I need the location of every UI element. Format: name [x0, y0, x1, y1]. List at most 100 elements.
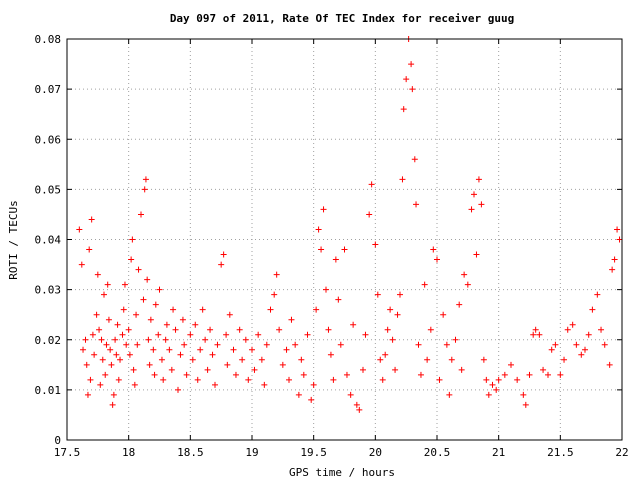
- data-point: [485, 391, 492, 398]
- data-point: [123, 341, 130, 348]
- y-tick-label: 0.05: [35, 183, 62, 196]
- data-point: [166, 346, 173, 353]
- data-point: [308, 396, 315, 403]
- data-point: [147, 316, 154, 323]
- data-point: [135, 266, 142, 273]
- data-point: [557, 371, 564, 378]
- data-point: [96, 326, 103, 333]
- data-point: [335, 296, 342, 303]
- data-point: [129, 236, 136, 243]
- data-point: [343, 371, 350, 378]
- data-point: [86, 246, 93, 253]
- data-point: [403, 76, 410, 83]
- data-point: [522, 401, 529, 408]
- data-point: [399, 176, 406, 183]
- data-point: [368, 181, 375, 188]
- data-point: [261, 381, 268, 388]
- chart-title: Day 097 of 2011, Rate Of TEC Index for r…: [170, 12, 514, 25]
- y-tick-label: 0.04: [35, 234, 62, 247]
- data-point: [223, 331, 230, 338]
- data-point: [119, 331, 126, 338]
- data-point: [230, 346, 237, 353]
- data-point: [569, 321, 576, 328]
- x-tick-label: 21.5: [547, 446, 574, 459]
- data-point: [170, 306, 177, 313]
- data-point: [475, 176, 482, 183]
- data-point: [152, 301, 159, 308]
- data-point: [232, 371, 239, 378]
- data-point: [594, 291, 601, 298]
- data-point: [313, 306, 320, 313]
- data-point: [97, 381, 104, 388]
- data-point: [585, 331, 592, 338]
- x-tick-label: 20: [369, 446, 382, 459]
- x-tick-label: 19: [245, 446, 258, 459]
- y-tick-label: 0.01: [35, 384, 62, 397]
- data-point: [526, 371, 533, 378]
- data-point: [202, 336, 209, 343]
- data-point: [508, 361, 514, 368]
- data-point: [267, 306, 274, 313]
- data-point: [83, 361, 90, 368]
- data-point: [134, 341, 141, 348]
- data-point: [611, 256, 618, 263]
- data-point: [109, 401, 116, 408]
- data-point: [372, 241, 379, 248]
- data-point: [283, 346, 290, 353]
- data-point: [91, 351, 98, 358]
- data-point: [411, 156, 418, 163]
- data-point: [440, 311, 447, 318]
- x-tick-label: 22: [615, 446, 628, 459]
- data-point: [199, 306, 206, 313]
- data-point: [144, 276, 151, 283]
- data-point: [310, 381, 317, 388]
- data-point: [323, 286, 329, 293]
- data-point: [156, 286, 163, 293]
- data-point: [226, 311, 233, 318]
- data-point: [478, 201, 485, 208]
- data-point: [589, 306, 596, 313]
- y-tick-label: 0.08: [35, 33, 62, 46]
- data-point: [480, 356, 487, 363]
- data-point: [255, 331, 262, 338]
- data-point: [286, 376, 292, 383]
- data-point: [609, 266, 616, 273]
- y-tick-label: 0.07: [35, 83, 62, 96]
- data-point: [175, 386, 181, 393]
- data-point: [573, 341, 580, 348]
- data-point: [483, 376, 490, 383]
- data-point: [183, 371, 190, 378]
- data-point: [564, 326, 571, 333]
- data-point: [295, 391, 302, 398]
- data-point: [292, 341, 299, 348]
- data-point: [394, 311, 401, 318]
- data-point: [236, 326, 243, 333]
- x-tick-label: 17.5: [54, 446, 81, 459]
- data-point: [353, 401, 360, 408]
- data-point: [347, 391, 354, 398]
- data-point: [614, 226, 621, 233]
- data-point: [382, 351, 389, 358]
- data-point: [430, 246, 437, 253]
- data-point: [145, 336, 152, 343]
- data-point: [112, 336, 119, 343]
- data-point: [387, 306, 394, 313]
- data-point: [105, 316, 112, 323]
- data-point: [473, 251, 480, 258]
- x-axis-label: GPS time / hours: [289, 466, 395, 479]
- x-tick-label: 18.5: [177, 446, 204, 459]
- data-point: [288, 316, 295, 323]
- data-point: [84, 391, 91, 398]
- data-point: [209, 351, 216, 358]
- data-point: [471, 191, 477, 198]
- data-point: [133, 311, 140, 318]
- data-point: [436, 376, 443, 383]
- data-point: [108, 361, 115, 368]
- data-point: [325, 326, 332, 333]
- data-point: [142, 176, 149, 183]
- data-point: [141, 186, 148, 193]
- data-point: [298, 356, 305, 363]
- data-points: [76, 36, 623, 413]
- data-point: [120, 306, 127, 313]
